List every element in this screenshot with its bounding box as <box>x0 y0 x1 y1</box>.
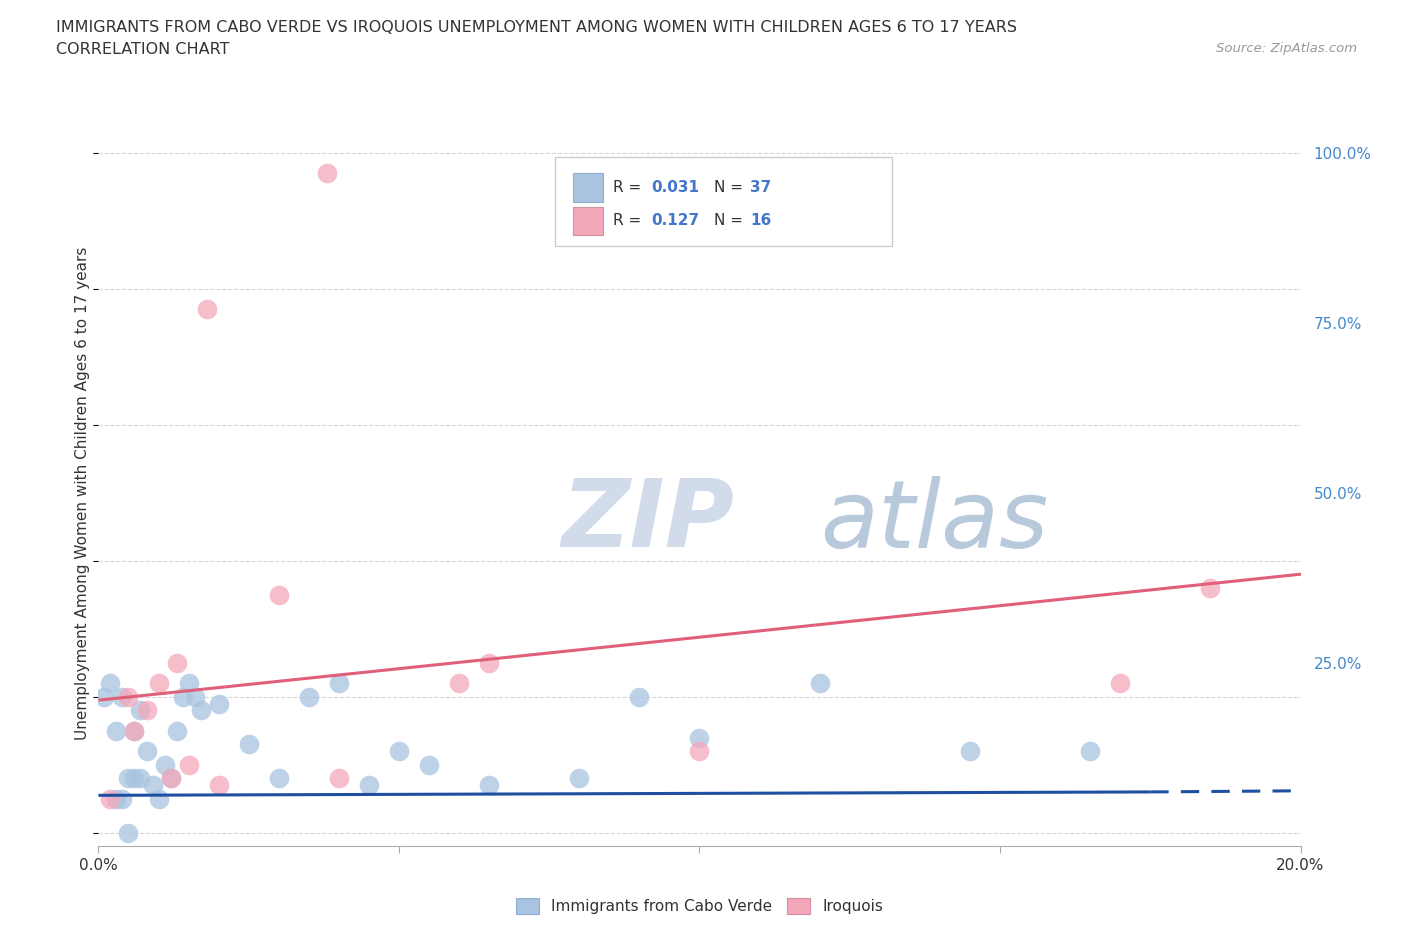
Point <box>328 676 350 691</box>
Point <box>1199 580 1222 595</box>
Point <box>298 689 321 704</box>
Point <box>328 771 350 786</box>
Text: ZIP: ZIP <box>561 475 734 567</box>
Legend: Immigrants from Cabo Verde, Iroquois: Immigrants from Cabo Verde, Iroquois <box>509 892 890 920</box>
Point <box>105 724 128 738</box>
Point <box>238 737 260 751</box>
Point <box>93 689 115 704</box>
Point <box>111 791 134 806</box>
Point <box>183 689 205 704</box>
Point <box>568 771 591 786</box>
Point <box>129 703 152 718</box>
Point <box>124 724 146 738</box>
Text: IMMIGRANTS FROM CABO VERDE VS IROQUOIS UNEMPLOYMENT AMONG WOMEN WITH CHILDREN AG: IMMIGRANTS FROM CABO VERDE VS IROQUOIS U… <box>56 20 1017 35</box>
Point <box>135 744 157 759</box>
Point <box>1109 676 1132 691</box>
Point <box>111 689 134 704</box>
Point <box>153 757 176 772</box>
Point <box>177 676 200 691</box>
Point <box>148 676 170 691</box>
Point <box>135 703 157 718</box>
FancyBboxPatch shape <box>574 173 603 202</box>
Text: 16: 16 <box>749 213 772 228</box>
Point <box>105 791 128 806</box>
Point <box>166 656 188 671</box>
Point <box>124 771 146 786</box>
FancyBboxPatch shape <box>574 206 603 235</box>
Point <box>1078 744 1101 759</box>
Point <box>315 166 337 181</box>
Point <box>959 744 981 759</box>
Point <box>124 724 146 738</box>
Point <box>148 791 170 806</box>
Point <box>166 724 188 738</box>
Point <box>159 771 181 786</box>
Point <box>100 676 122 691</box>
Text: 0.031: 0.031 <box>651 180 699 195</box>
Point <box>190 703 212 718</box>
Point <box>689 730 711 745</box>
Point <box>129 771 152 786</box>
Point <box>478 777 501 792</box>
Point <box>388 744 411 759</box>
Point <box>208 697 231 711</box>
Point <box>117 689 139 704</box>
Text: N =: N = <box>714 213 748 228</box>
Point <box>177 757 200 772</box>
Y-axis label: Unemployment Among Women with Children Ages 6 to 17 years: Unemployment Among Women with Children A… <box>75 246 90 739</box>
Text: Source: ZipAtlas.com: Source: ZipAtlas.com <box>1216 42 1357 55</box>
Point <box>208 777 231 792</box>
Point <box>141 777 163 792</box>
Text: R =: R = <box>613 213 645 228</box>
Point <box>447 676 470 691</box>
Point <box>172 689 194 704</box>
Text: CORRELATION CHART: CORRELATION CHART <box>56 42 229 57</box>
Text: R =: R = <box>613 180 645 195</box>
Point <box>357 777 380 792</box>
Text: N =: N = <box>714 180 748 195</box>
Text: atlas: atlas <box>820 475 1047 566</box>
Point <box>689 744 711 759</box>
Text: 0.127: 0.127 <box>651 213 700 228</box>
Point <box>267 588 290 603</box>
Point <box>117 771 139 786</box>
Point <box>808 676 831 691</box>
Point <box>628 689 651 704</box>
Point <box>478 656 501 671</box>
FancyBboxPatch shape <box>555 157 891 246</box>
Point <box>100 791 122 806</box>
Point <box>117 825 139 840</box>
Text: 37: 37 <box>749 180 772 195</box>
Point <box>418 757 440 772</box>
Point <box>159 771 181 786</box>
Point <box>195 302 218 317</box>
Point <box>267 771 290 786</box>
